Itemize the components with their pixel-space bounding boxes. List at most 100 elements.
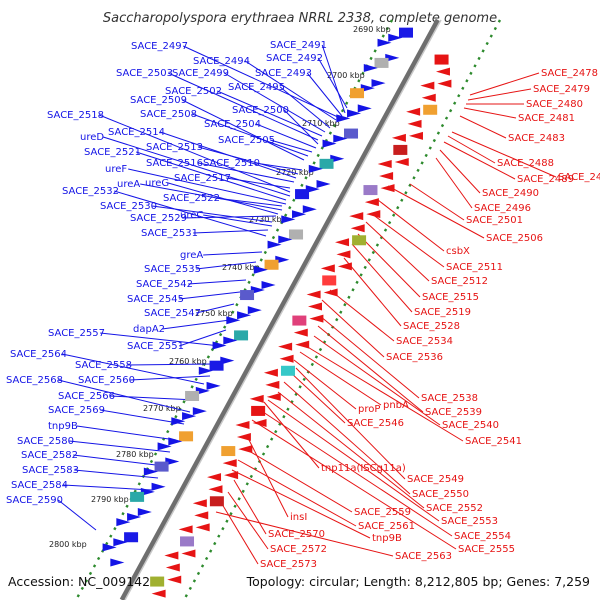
plus-gene-label[interactable]: ureA (117, 179, 140, 190)
minus-gene-label[interactable]: SACE_2563 (395, 551, 452, 562)
minus-gene-label[interactable]: SACE_2490 (482, 188, 539, 199)
plus-gene-label[interactable]: SACE_2508 (140, 109, 197, 120)
minus-gene-label[interactable]: SACE_2496 (474, 203, 531, 214)
plus-gene-label[interactable]: SACE_2531 (141, 228, 198, 239)
plus-gene-label[interactable]: SACE_2503 (116, 68, 173, 79)
minus-gene-label[interactable]: SACE_2528 (403, 321, 460, 332)
plus-gene-label[interactable]: SACE_2545 (127, 294, 184, 305)
plus-gene-label[interactable]: SACE_2504 (204, 119, 261, 130)
minus-gene-label[interactable]: SACE_2534 (396, 336, 453, 347)
minus-gene-label[interactable]: proP (358, 404, 380, 415)
plus-gene-label[interactable]: greA (180, 250, 203, 261)
plus-gene-label[interactable]: dapA2 (133, 324, 165, 335)
plus-gene-label[interactable]: SACE_2547 (144, 308, 201, 319)
plus-gene-label[interactable]: SACE_2566 (58, 391, 115, 402)
plus-gene-label[interactable]: SACE_2516 (146, 158, 203, 169)
plus-gene-label[interactable]: SACE_2493 (255, 68, 312, 79)
minus-gene-label[interactable]: SACE_2515 (422, 292, 479, 303)
minus-gene-label[interactable]: SACE_2478 (541, 68, 598, 79)
plus-gene-label[interactable]: ureG (145, 178, 169, 189)
minus-gene-label[interactable]: SACE_2487 (558, 172, 600, 183)
plus-gene-label[interactable]: SACE_2568 (6, 375, 63, 386)
minus-gene-label[interactable]: SACE_2546 (347, 418, 404, 429)
plus-gene-block (350, 88, 365, 99)
minus-gene-label[interactable]: SACE_2552 (426, 503, 483, 514)
plus-gene-label[interactable]: SACE_2560 (78, 375, 135, 386)
plus-gene-label[interactable]: SACE_2491 (270, 40, 327, 51)
plus-gene-label[interactable]: SACE_2522 (163, 193, 220, 204)
minus-gene-label[interactable]: SACE_2549 (407, 474, 464, 485)
plus-gene-label[interactable]: SACE_2569 (48, 405, 105, 416)
plus-gene-label[interactable]: SACE_2509 (130, 95, 187, 106)
minus-gene-label[interactable]: SACE_2506 (486, 233, 543, 244)
plus-gene-label[interactable]: SACE_2514 (108, 127, 165, 138)
plus-gene-block (234, 330, 249, 341)
plus-gene-label[interactable]: SACE_2513 (146, 142, 203, 153)
plus-gene-label[interactable]: SACE_2494 (193, 56, 250, 67)
minus-gene-label[interactable]: SACE_2489 (517, 174, 574, 185)
plus-gene-label[interactable]: SACE_2535 (144, 264, 201, 275)
minus-gene-label[interactable]: SACE_2519 (414, 307, 471, 318)
scale-tick-label: 2780 kbp (116, 450, 154, 459)
plus-gene-label[interactable]: SACE_2583 (22, 465, 79, 476)
plus-gene-label[interactable]: ureF (105, 164, 127, 175)
plus-gene-label[interactable]: SACE_2564 (10, 349, 67, 360)
plus-label-leader (127, 363, 215, 366)
plus-gene-label[interactable]: SACE_2580 (17, 436, 74, 447)
minus-gene-label[interactable]: SACE_2501 (466, 215, 523, 226)
minus-gene-label[interactable]: SACE_2536 (386, 352, 443, 363)
minus-gene-label[interactable]: SACE_2573 (260, 559, 317, 570)
plus-gene-label[interactable]: SACE_2518 (47, 110, 104, 121)
plus-gene-label[interactable]: SACE_2521 (84, 147, 141, 158)
minus-label-leader (305, 345, 464, 442)
minus-gene-label[interactable]: tnp9B (372, 533, 402, 544)
plus-gene-label[interactable]: SACE_2582 (21, 450, 78, 461)
minus-gene-label[interactable]: SACE_2559 (354, 507, 411, 518)
plus-gene-label[interactable]: SACE_2590 (6, 495, 63, 506)
plus-gene-label[interactable]: SACE_2517 (174, 173, 231, 184)
plus-gene-label[interactable]: SACE_2505 (218, 135, 275, 146)
plus-gene-label[interactable]: ureD (80, 132, 104, 143)
minus-gene-label[interactable]: csbX (446, 246, 470, 257)
minus-gene-label[interactable]: SACE_2539 (425, 407, 482, 418)
minus-gene-label[interactable]: SACE_2512 (431, 276, 488, 287)
plus-gene-label[interactable]: SACE_2542 (136, 279, 193, 290)
minus-gene-label[interactable]: SACE_2554 (454, 531, 511, 542)
plus-gene-label[interactable]: tnp9B (48, 421, 78, 432)
minus-gene-label[interactable]: SACE_2488 (497, 158, 554, 169)
plus-gene-label[interactable]: SACE_2532 (62, 186, 119, 197)
minus-gene-label[interactable]: SACE_2481 (518, 113, 575, 124)
plus-gene-label[interactable]: SACE_2499 (172, 68, 229, 79)
minus-gene-label[interactable]: insI (290, 512, 307, 523)
plus-gene-label[interactable]: SACE_2502 (165, 86, 222, 97)
minus-gene-label[interactable]: SACE_2511 (446, 262, 503, 273)
minus-gene-label[interactable]: SACE_2541 (465, 436, 522, 447)
minus-gene-label[interactable]: SACE_2572 (270, 544, 327, 555)
plus-gene-label[interactable]: SACE_2584 (11, 480, 68, 491)
minus-gene-label[interactable]: tnp11a(ISCg11a) (321, 463, 406, 474)
plus-gene-label[interactable]: ureC (180, 210, 203, 221)
minus-gene-label[interactable]: SACE_2561 (358, 521, 415, 532)
minus-gene-label[interactable]: SACE_2540 (442, 420, 499, 431)
minus-gene-label[interactable]: SACE_2555 (458, 544, 515, 555)
minus-gene-label[interactable]: SACE_2550 (412, 489, 469, 500)
minus-gene-label[interactable]: SACE_2479 (533, 84, 590, 95)
plus-gene-label[interactable]: SACE_2510 (203, 158, 260, 169)
minus-gene-label[interactable]: SACE_2483 (508, 133, 565, 144)
plus-label-leader (306, 72, 343, 117)
plus-gene-label[interactable]: SACE_2500 (232, 105, 289, 116)
plus-gene-label[interactable]: SACE_2557 (48, 328, 105, 339)
minus-gene-label[interactable]: SACE_2570 (268, 529, 325, 540)
plus-gene-label[interactable]: SACE_2530 (100, 201, 157, 212)
minus-gene-label[interactable]: SACE_2538 (421, 393, 478, 404)
plus-gene-label[interactable]: SACE_2492 (266, 53, 323, 64)
plus-gene-label[interactable]: SACE_2529 (130, 213, 187, 224)
minus-gene-label[interactable]: pnbA (383, 400, 409, 411)
plus-gene-label[interactable]: SACE_2497 (131, 41, 188, 52)
plus-gene-label[interactable]: SACE_2551 (127, 341, 184, 352)
plus-gene-label[interactable]: SACE_2558 (75, 360, 132, 371)
minus-gene-label[interactable]: SACE_2553 (441, 516, 498, 527)
plus-gene-label[interactable]: SACE_2495 (228, 82, 285, 93)
minus-gene-label[interactable]: SACE_2480 (526, 99, 583, 110)
plus-gene-arrow (308, 164, 323, 173)
